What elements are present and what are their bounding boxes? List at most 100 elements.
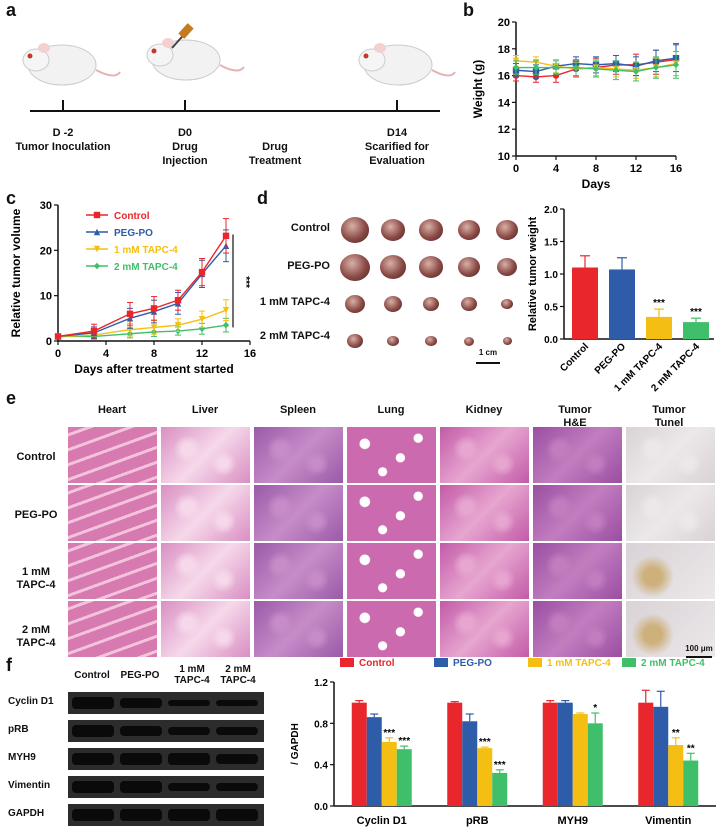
histology-image xyxy=(533,601,622,657)
histology-row-label: 1 mM TAPC-4 xyxy=(16,566,56,591)
bar xyxy=(396,749,412,806)
histology-image xyxy=(254,601,343,657)
y-tick-label: 0.0 xyxy=(544,335,558,346)
tumor-photo xyxy=(384,295,402,313)
tumor-volume-chart: 0 10 20 30 0 4 8 12 16 Days after treatment start… xyxy=(9,200,256,376)
legend-swatch xyxy=(622,658,636,667)
histology-column-label: Spleen xyxy=(279,404,317,416)
legend-swatch xyxy=(434,658,448,667)
y-tick-label: 20 xyxy=(498,17,510,29)
data-point xyxy=(54,333,62,340)
tumor-photo xyxy=(501,298,513,310)
x-axis-label: Days xyxy=(582,177,611,191)
tumor-photo xyxy=(502,336,512,346)
legend-label: Control xyxy=(359,658,395,669)
bar xyxy=(462,721,478,806)
tumor-row-label: 2 mM TAPC-4 xyxy=(259,330,330,342)
timeline-day-2: D0 xyxy=(177,127,193,139)
significance-label: *** xyxy=(398,736,410,747)
legend-label: 2 mM TAPC-4 xyxy=(114,262,178,273)
blot-band xyxy=(168,699,210,707)
x-tick-label: 12 xyxy=(630,163,642,175)
bar xyxy=(572,267,598,339)
tumor-photo xyxy=(461,296,477,312)
blot-protein-label: GAPDH xyxy=(8,808,45,819)
blot-band xyxy=(72,697,114,709)
timeline-day-4: D14 xyxy=(386,127,408,139)
blot-band xyxy=(120,781,162,793)
blot-row xyxy=(68,776,264,798)
histology-row-label: PEG-PO xyxy=(14,509,58,521)
blot-row xyxy=(68,748,264,770)
data-point xyxy=(222,321,230,329)
x-tick-label: 16 xyxy=(670,163,682,175)
panel-label-e: e xyxy=(6,388,17,408)
syringe-icon xyxy=(171,23,194,49)
histology-image xyxy=(626,427,715,483)
data-point xyxy=(198,316,206,323)
mouse-icon xyxy=(146,38,245,81)
data-point xyxy=(512,64,520,71)
histology-image xyxy=(68,485,157,541)
histology-image xyxy=(347,427,436,483)
data-point xyxy=(612,67,620,74)
data-point xyxy=(90,327,98,335)
x-tick-label: Control xyxy=(558,341,591,374)
tumor-photo xyxy=(496,220,518,240)
y-tick-label: 16 xyxy=(498,71,510,83)
scale-bar xyxy=(686,656,712,658)
data-point xyxy=(150,305,158,312)
histology-image xyxy=(626,485,715,541)
bar xyxy=(653,706,669,806)
blot-band xyxy=(72,725,114,737)
data-point xyxy=(652,64,660,71)
histology-column-label: Heart xyxy=(97,404,127,416)
tumor-photo xyxy=(425,335,437,347)
histology-image xyxy=(347,485,436,541)
tumor-photo xyxy=(341,217,369,243)
data-point xyxy=(552,64,560,71)
legend-swatch xyxy=(528,658,542,667)
blot-protein-label: pRB xyxy=(8,724,29,735)
blot-band xyxy=(120,809,162,821)
x-tick-label: 12 xyxy=(196,348,208,360)
blot-band xyxy=(168,809,210,821)
data-point xyxy=(572,64,580,71)
bar xyxy=(492,772,508,806)
significance-label: *** xyxy=(240,276,251,288)
tumor-photo xyxy=(458,220,480,240)
significance-label: *** xyxy=(690,307,702,318)
significance-label: ** xyxy=(687,743,695,754)
data-point xyxy=(198,268,206,276)
blot-band xyxy=(120,697,162,709)
y-tick-label: 1.5 xyxy=(544,238,558,249)
histology-image xyxy=(440,543,529,599)
x-tick-label: 16 xyxy=(244,348,256,360)
histology-image xyxy=(626,601,715,657)
y-tick-label: 14 xyxy=(498,97,511,109)
legend-label: 2 mM TAPC-4 xyxy=(641,658,705,669)
x-tick-label: pRB xyxy=(466,815,489,827)
tumor-weight-chart: 0.0 0.5 1.0 1.5 2.0 Relative tumor weight Cont… xyxy=(528,205,714,394)
x-axis-label: Days after treatment started xyxy=(74,362,233,376)
y-tick-label: 2.0 xyxy=(544,205,558,216)
timeline-event-1: Tumor Inoculation xyxy=(15,141,111,153)
data-point xyxy=(532,64,540,71)
significance-label: *** xyxy=(383,728,395,739)
tumor-row-label: 1 mM TAPC-4 xyxy=(259,296,330,308)
blot-column-label: 1 mM TAPC-4 xyxy=(174,664,210,686)
tumor-photo xyxy=(464,336,474,346)
significance-label: *** xyxy=(494,760,506,771)
bar xyxy=(542,702,558,806)
histology-image xyxy=(161,543,250,599)
legend-label: 1 mM TAPC-4 xyxy=(547,658,611,669)
blot-column-label: 2 mM TAPC-4 xyxy=(220,664,256,686)
x-tick-label: 8 xyxy=(593,163,599,175)
blot-protein-label: Cyclin D1 xyxy=(8,696,54,707)
blot-row xyxy=(68,692,264,714)
data-point xyxy=(672,61,680,69)
bar xyxy=(557,702,573,806)
y-tick-label: 18 xyxy=(498,44,510,56)
x-tick-label: 4 xyxy=(103,348,110,360)
tumor-photo xyxy=(380,255,406,279)
